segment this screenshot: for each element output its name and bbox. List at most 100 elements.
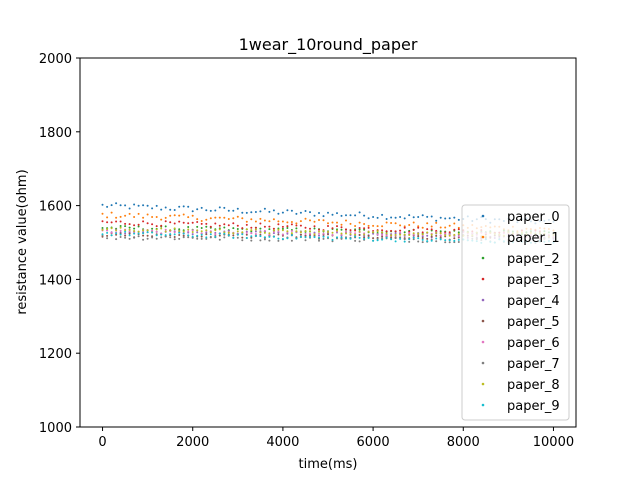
data-point bbox=[263, 231, 266, 234]
data-point bbox=[403, 238, 406, 241]
data-point bbox=[209, 231, 212, 234]
data-point bbox=[318, 212, 320, 214]
data-point bbox=[187, 234, 190, 237]
data-point bbox=[336, 212, 338, 215]
legend-label: paper_7 bbox=[507, 357, 560, 372]
data-point bbox=[142, 238, 145, 241]
data-point bbox=[200, 222, 203, 225]
data-point bbox=[349, 222, 352, 225]
data-point bbox=[259, 239, 262, 242]
data-point bbox=[390, 238, 393, 241]
data-point bbox=[345, 237, 347, 240]
data-point bbox=[196, 225, 199, 228]
data-point bbox=[399, 231, 402, 234]
data-point bbox=[182, 232, 185, 235]
data-point bbox=[408, 214, 411, 217]
data-point bbox=[281, 233, 284, 236]
data-point bbox=[241, 211, 244, 214]
data-point bbox=[169, 236, 172, 239]
data-point bbox=[160, 233, 163, 236]
data-point bbox=[173, 231, 176, 234]
data-point bbox=[372, 232, 375, 235]
data-point bbox=[453, 222, 456, 225]
legend-marker bbox=[481, 361, 485, 365]
data-point bbox=[142, 229, 145, 232]
data-point bbox=[385, 232, 388, 235]
data-point bbox=[191, 210, 194, 213]
data-point bbox=[277, 239, 280, 242]
data-point bbox=[223, 216, 226, 219]
data-point bbox=[318, 236, 320, 239]
data-point bbox=[196, 221, 199, 223]
data-point bbox=[101, 233, 104, 236]
data-point bbox=[110, 204, 113, 207]
data-point bbox=[250, 229, 253, 232]
data-point bbox=[448, 231, 451, 234]
data-point bbox=[205, 231, 208, 234]
data-point bbox=[327, 211, 329, 214]
data-point bbox=[191, 229, 194, 232]
data-point bbox=[178, 234, 181, 236]
data-point bbox=[137, 225, 140, 228]
data-point bbox=[421, 238, 424, 241]
data-point bbox=[232, 222, 235, 225]
data-point bbox=[200, 235, 203, 238]
data-point bbox=[223, 232, 226, 235]
data-point bbox=[101, 203, 104, 206]
data-point bbox=[133, 224, 136, 227]
data-point bbox=[417, 240, 420, 243]
data-point bbox=[417, 232, 420, 235]
data-point bbox=[137, 232, 140, 235]
data-point bbox=[268, 232, 271, 235]
data-point bbox=[128, 223, 131, 226]
data-point bbox=[227, 218, 230, 220]
data-point bbox=[268, 220, 271, 223]
data-point bbox=[187, 230, 190, 233]
data-point bbox=[385, 236, 388, 239]
data-point bbox=[309, 227, 311, 230]
data-point bbox=[268, 225, 271, 228]
data-point bbox=[245, 223, 248, 226]
data-point bbox=[435, 219, 438, 222]
data-point bbox=[250, 211, 253, 214]
data-point bbox=[137, 235, 140, 238]
data-point bbox=[277, 223, 280, 226]
y-tick-label: 1800 bbox=[39, 126, 72, 141]
data-point bbox=[444, 241, 447, 244]
data-point bbox=[381, 213, 384, 216]
data-point bbox=[236, 236, 239, 239]
data-point bbox=[218, 224, 221, 227]
data-point bbox=[417, 216, 420, 218]
data-point bbox=[318, 234, 320, 237]
data-point bbox=[164, 228, 167, 231]
data-point bbox=[187, 216, 190, 219]
data-point bbox=[444, 226, 447, 229]
chart-title: 1wear_10round_paper bbox=[239, 35, 418, 55]
data-point bbox=[205, 229, 208, 232]
data-point bbox=[272, 227, 275, 230]
data-point bbox=[286, 227, 289, 229]
data-point bbox=[254, 230, 257, 233]
data-point bbox=[164, 234, 167, 237]
data-point bbox=[385, 234, 388, 237]
data-point bbox=[151, 223, 154, 226]
data-point bbox=[106, 205, 109, 208]
data-point bbox=[277, 237, 280, 240]
data-point bbox=[133, 216, 136, 218]
data-point bbox=[457, 226, 460, 229]
data-point bbox=[358, 234, 361, 236]
data-point bbox=[313, 236, 316, 239]
data-point bbox=[245, 231, 248, 234]
data-point bbox=[164, 225, 167, 228]
legend-label: paper_9 bbox=[507, 399, 560, 414]
data-point bbox=[318, 232, 320, 235]
data-point bbox=[340, 232, 343, 235]
data-point bbox=[336, 236, 338, 239]
data-point bbox=[412, 228, 415, 231]
data-point bbox=[430, 215, 433, 218]
data-point bbox=[124, 214, 127, 217]
data-point bbox=[453, 233, 456, 236]
y-tick-label: 2000 bbox=[39, 52, 72, 67]
data-point bbox=[408, 240, 411, 243]
data-point bbox=[281, 238, 284, 240]
